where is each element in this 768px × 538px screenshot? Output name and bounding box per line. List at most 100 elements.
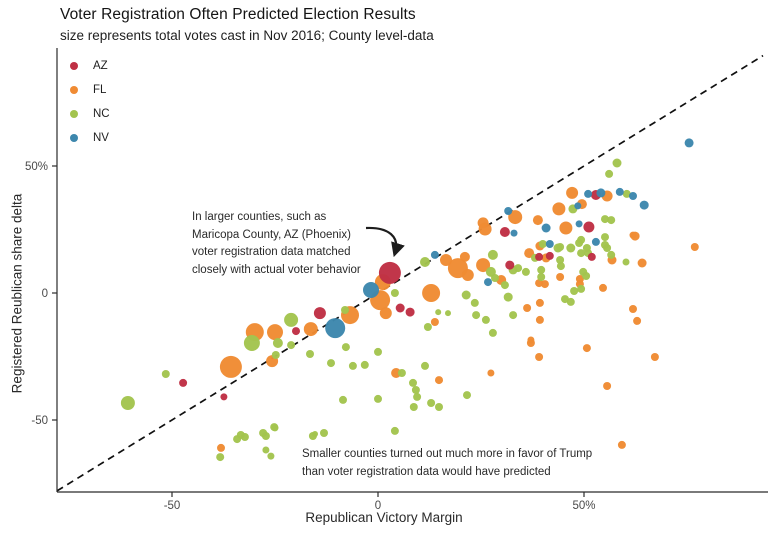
legend-item-az: AZ — [70, 54, 110, 78]
data-point-nc — [509, 311, 518, 320]
data-point-fl — [637, 258, 647, 268]
data-point-nc — [423, 323, 432, 331]
data-point-nc — [270, 423, 279, 432]
data-point-nc — [556, 243, 565, 251]
chart-subtitle: size represents total votes cast in Nov … — [60, 28, 434, 43]
data-point-nc — [500, 281, 509, 290]
legend-label: FL — [93, 84, 107, 96]
data-point-nc — [262, 446, 270, 454]
data-point-fl — [217, 443, 225, 452]
annotation-arrow-icon — [365, 226, 405, 258]
data-point-nc — [216, 453, 225, 462]
data-point-nc — [472, 311, 481, 320]
data-point-fl — [599, 283, 607, 292]
data-point-fl — [630, 231, 640, 241]
data-point-fl — [303, 322, 318, 337]
x-tick-label: 0 — [375, 500, 381, 512]
data-point-az — [292, 327, 300, 336]
data-point-nc — [488, 328, 497, 337]
data-point-nc — [607, 216, 616, 225]
data-point-nc — [566, 297, 575, 306]
legend-dot-icon — [70, 134, 78, 142]
data-point-nc — [435, 309, 442, 316]
legend-dot-icon — [70, 110, 78, 118]
data-point-nc — [272, 338, 283, 348]
data-point-nc — [397, 369, 406, 377]
data-point-fl — [540, 280, 549, 289]
data-point-nc — [320, 429, 328, 437]
x-tick-label: -50 — [164, 500, 181, 512]
data-point-nv — [629, 192, 637, 200]
data-point-nc — [487, 249, 498, 260]
data-point-fl — [391, 368, 402, 378]
data-point-nc — [120, 396, 135, 410]
data-point-az — [583, 221, 595, 233]
data-point-nc — [538, 240, 547, 248]
data-point-nc — [577, 235, 586, 244]
y-tick-label: 50% — [25, 161, 48, 173]
data-point-fl — [690, 243, 699, 251]
data-point-fl — [487, 369, 495, 377]
data-point-nc — [622, 258, 630, 266]
data-point-nc — [287, 341, 296, 350]
legend-label: NC — [93, 108, 110, 120]
data-point-az — [179, 378, 188, 387]
data-point-nc — [240, 433, 249, 441]
data-point-az — [378, 261, 401, 284]
data-point-nc — [537, 265, 546, 274]
data-point-nv — [575, 220, 583, 228]
y-tick-label: -50 — [31, 415, 48, 427]
data-point-fl — [582, 344, 591, 353]
data-point-nv — [430, 250, 439, 259]
data-point-nc — [259, 429, 268, 437]
data-point-fl — [633, 316, 642, 325]
data-point-fl — [440, 254, 452, 266]
data-point-fl — [617, 440, 626, 449]
data-point-az — [535, 252, 544, 261]
data-point-fl — [535, 315, 544, 324]
data-point-nv — [615, 187, 624, 196]
data-point-fl — [430, 318, 439, 326]
data-point-nc — [413, 392, 422, 401]
legend-label: AZ — [93, 60, 108, 72]
data-point-fl — [422, 284, 441, 302]
data-point-nv — [325, 318, 346, 339]
data-point-nc — [348, 361, 357, 370]
data-point-az — [545, 251, 554, 260]
data-point-nc — [420, 257, 430, 267]
annotation-smaller-counties: Smaller counties turned out much more in… — [302, 448, 593, 478]
data-point-fl — [603, 382, 612, 390]
data-point-fl — [476, 258, 491, 273]
data-point-az — [587, 252, 596, 261]
data-point-fl — [524, 248, 535, 259]
y-axis-title: Registered Reublican share delta — [9, 193, 25, 394]
data-point-nc — [341, 306, 349, 314]
data-point-fl — [552, 202, 566, 216]
data-point-nc — [503, 292, 513, 302]
data-point-nc — [461, 290, 471, 300]
data-point-nc — [435, 403, 443, 411]
data-point-az — [405, 307, 415, 317]
chart-title: Voter Registration Often Predicted Elect… — [60, 6, 416, 23]
data-point-nc — [570, 287, 579, 295]
data-point-az — [505, 260, 515, 270]
data-point-nc — [622, 189, 631, 198]
data-point-nv — [363, 282, 379, 298]
data-point-fl — [461, 269, 474, 281]
y-tick-label: 0 — [42, 288, 48, 300]
data-point-nv — [591, 237, 600, 246]
data-point-nv — [484, 278, 492, 287]
data-point-nc — [582, 272, 591, 280]
data-point-nc — [409, 378, 417, 387]
data-point-nc — [603, 244, 612, 252]
annotation-larger-counties: In larger counties, such as Maricopa Cou… — [192, 211, 361, 276]
data-point-fl — [478, 222, 492, 236]
data-point-nc — [612, 158, 622, 168]
data-point-nc — [577, 284, 586, 293]
data-point-fl — [629, 305, 637, 313]
data-point-nv — [545, 240, 554, 248]
legend-item-nc: NC — [70, 102, 110, 126]
data-point-fl — [523, 304, 532, 312]
data-point-nc — [577, 249, 586, 258]
